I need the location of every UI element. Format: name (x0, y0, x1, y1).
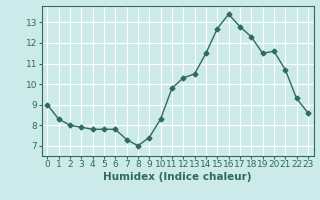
X-axis label: Humidex (Indice chaleur): Humidex (Indice chaleur) (103, 172, 252, 182)
